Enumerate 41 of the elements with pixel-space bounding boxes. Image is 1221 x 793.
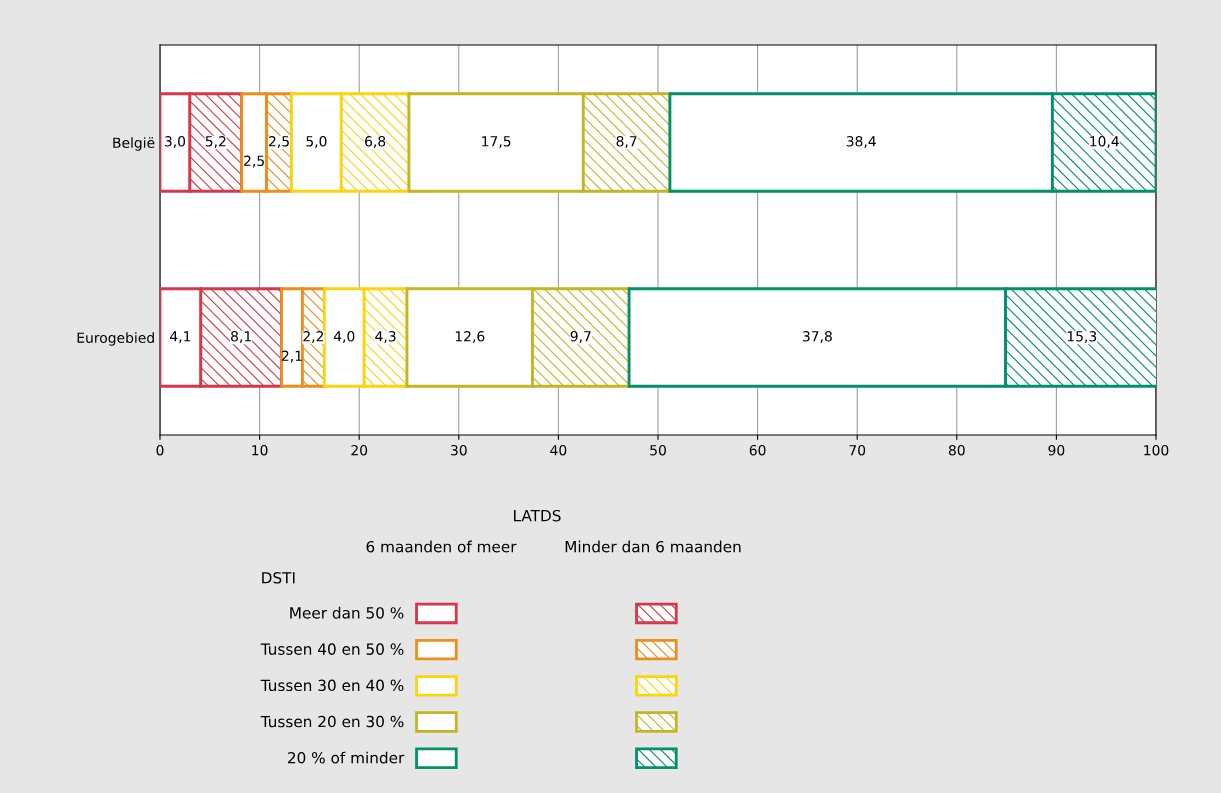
data-label: 12,6	[455, 331, 485, 343]
y-tick-label: België	[113, 137, 155, 151]
x-tick-label: 20	[351, 444, 368, 456]
data-label: 37,8	[802, 331, 832, 343]
legend-title: DSTI	[262, 572, 295, 584]
legend-label: Tussen 30 en 40 %	[260, 679, 404, 692]
data-label: 10,4	[1090, 136, 1119, 148]
data-label: 4,0	[333, 331, 355, 343]
y-tick-label: Eurogebied	[77, 332, 154, 346]
data-label: 8,7	[616, 136, 637, 148]
data-label: 9,7	[570, 331, 591, 343]
x-tick-label: 70	[849, 444, 866, 456]
data-label: 5,2	[205, 136, 226, 148]
data-label: 2,2	[303, 331, 324, 343]
x-tick-label: 90	[1048, 444, 1065, 456]
text: 6 maanden of meer	[366, 540, 517, 553]
data-label: 2,5	[244, 155, 264, 168]
x-tick-label: 60	[749, 444, 766, 456]
data-label: 17,5	[482, 136, 511, 148]
data-label: 15,3	[1067, 331, 1097, 343]
x-tick-label: 0	[156, 444, 164, 456]
x-tick-label: 30	[451, 444, 467, 456]
legend-label: Meer dan 50 %	[290, 606, 404, 619]
data-label: 4,1	[170, 331, 191, 343]
legend-label: 20 % of minder	[287, 751, 405, 764]
data-label: 8,1	[231, 331, 251, 343]
data-label: 4,3	[375, 331, 396, 343]
legend-label: Tussen 40 en 50 %	[260, 643, 404, 655]
data-label: 38,4	[846, 136, 876, 148]
x-tick-label: 50	[650, 444, 666, 456]
text: LATDS	[514, 509, 561, 522]
text: Minder dan 6 maanden	[565, 540, 741, 553]
data-label: 5,0	[306, 136, 327, 148]
x-tick-label: 100	[1144, 444, 1169, 456]
x-tick-label: 80	[948, 444, 965, 456]
legend-label: Tussen 20 en 30 %	[260, 715, 404, 728]
data-label: 6,8	[365, 136, 386, 148]
x-tick-label: 40	[550, 444, 567, 456]
x-tick-label: 10	[252, 444, 268, 456]
data-label: 2,5	[269, 136, 289, 148]
data-label: 3,0	[164, 136, 186, 148]
